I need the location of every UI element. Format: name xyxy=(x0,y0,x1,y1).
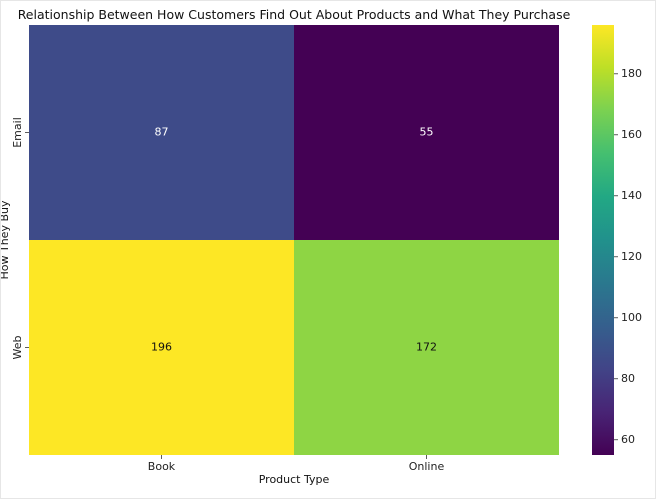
cell-value-label: 55 xyxy=(420,126,434,139)
y-axis-ticks: Email Web xyxy=(11,117,29,359)
chart-title: Relationship Between How Customers Find … xyxy=(18,7,571,22)
colorbar-tick-label: 140 xyxy=(621,189,642,202)
colorbar-tick-label: 180 xyxy=(621,67,642,80)
x-tick-label: Online xyxy=(409,460,445,473)
heatmap-cell xyxy=(294,240,559,455)
colorbar xyxy=(592,25,614,455)
colorbar-tick-label: 100 xyxy=(621,311,642,324)
x-axis-title: Product Type xyxy=(259,473,330,486)
x-axis-ticks: Book Online xyxy=(148,455,445,473)
colorbar-tick-label: 160 xyxy=(621,128,642,141)
cell-value-label: 196 xyxy=(151,341,172,354)
y-tick-label: Email xyxy=(11,117,24,148)
colorbar-tick-label: 60 xyxy=(621,433,635,446)
cell-value-label: 87 xyxy=(155,126,169,139)
heatmap-cells xyxy=(29,25,559,455)
heatmap-cell xyxy=(29,240,294,455)
heatmap-cell-labels: 87 55 196 172 xyxy=(151,126,437,354)
colorbar-ticks: 60 80 100 120 140 160 180 xyxy=(614,67,642,446)
y-axis-title: How They Buy xyxy=(1,200,11,279)
x-tick-label: Book xyxy=(148,460,176,473)
y-tick-label: Web xyxy=(11,335,24,359)
colorbar-tick-label: 120 xyxy=(621,250,642,263)
colorbar-tick-label: 80 xyxy=(621,372,635,385)
cell-value-label: 172 xyxy=(416,341,437,354)
heatmap-cell xyxy=(29,25,294,240)
heatmap-cell xyxy=(294,25,559,240)
